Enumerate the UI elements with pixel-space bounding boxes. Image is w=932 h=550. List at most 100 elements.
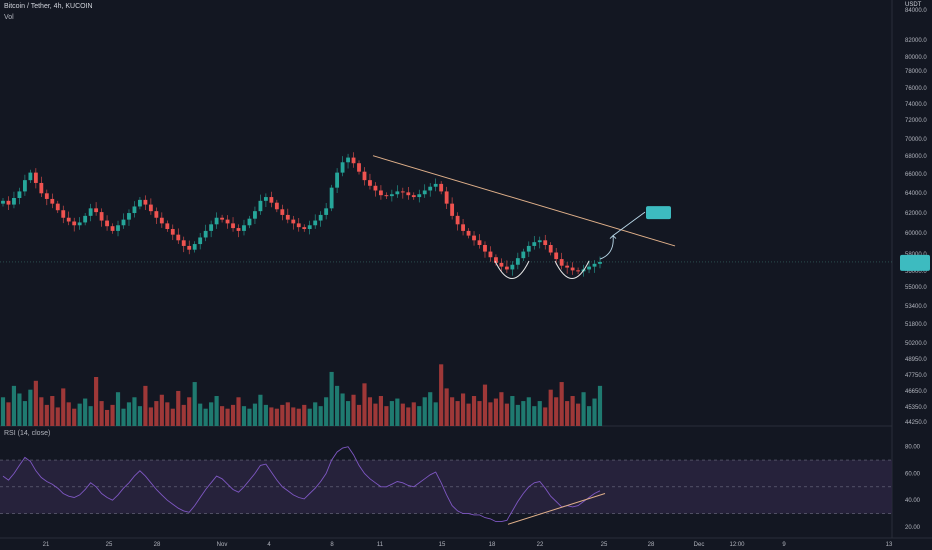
volume-bar: [110, 404, 115, 426]
volume-bars: [0, 364, 603, 426]
candle-body: [428, 186, 433, 191]
volume-tick-label: 48950.0: [905, 357, 927, 363]
volume-bar: [225, 408, 230, 426]
volume-bar: [450, 397, 455, 426]
candle-body: [181, 240, 186, 246]
volume-bar: [203, 408, 208, 426]
time-tick-label: 13: [886, 542, 893, 548]
time-tick-label: 11: [377, 542, 384, 548]
candle-body: [576, 270, 581, 272]
price-tick-label: 55000.0: [905, 285, 927, 291]
volume-bar: [340, 393, 345, 426]
time-tick-label: Dec: [694, 542, 705, 548]
volume-bar: [428, 392, 433, 426]
volume-bar: [39, 397, 44, 426]
volume-bar: [367, 397, 373, 426]
candle-body: [444, 191, 449, 204]
volume-bar: [181, 404, 186, 426]
volume-bar: [345, 401, 351, 426]
candle-body: [455, 215, 460, 225]
rsi-label[interactable]: RSI (14, close): [4, 430, 51, 437]
candle-body: [296, 223, 301, 228]
candle-body: [88, 208, 93, 216]
candle-body: [263, 197, 268, 201]
candle-body: [368, 180, 372, 186]
price-tick-label: 80000.0: [905, 55, 927, 61]
candle-body: [411, 195, 416, 198]
candle-body: [526, 245, 531, 252]
drawings[interactable]: [372, 155, 676, 280]
candle-body: [379, 190, 383, 196]
candle-body: [422, 190, 427, 195]
candle-body: [253, 211, 257, 219]
time-axis[interactable]: 21 25 28 Nov 4 8 11 15 18 22 25 28 Dec 12:00 9 13: [43, 542, 893, 548]
candle-body: [291, 219, 296, 224]
candle-body: [543, 240, 548, 245]
volume-bar: [66, 402, 71, 426]
volume-bar: [324, 397, 329, 426]
volume-bar: [72, 408, 77, 426]
price-axis[interactable]: 84000.0 82000.0 80000.0 78000.0 76000.0 74000…: [900, 8, 930, 531]
volume-bar: [274, 408, 279, 426]
volume-bar: [252, 403, 258, 426]
candle-body: [384, 195, 389, 197]
candle-body: [165, 223, 170, 230]
volume-bar: [209, 402, 214, 426]
volume-bar: [444, 388, 449, 426]
candle-body: [450, 203, 455, 216]
time-tick-label: 22: [537, 542, 544, 548]
candle-body: [340, 162, 345, 173]
candle-body: [231, 223, 235, 229]
candle-body: [313, 220, 318, 226]
volume-bar: [126, 402, 132, 426]
candle-body: [12, 198, 16, 205]
price-tick-label: 74000.0: [905, 102, 927, 108]
volume-bar: [307, 408, 312, 426]
rsi-tick-label: 80.00: [905, 445, 921, 451]
price-tick-label: 84000.0: [905, 8, 927, 14]
candle-body: [121, 219, 126, 226]
candle-body: [389, 194, 394, 197]
currency-label: USDT: [905, 2, 922, 8]
candle-body: [302, 227, 307, 230]
volume-tick-label: 51800.0: [905, 322, 927, 328]
candle-body: [373, 185, 378, 191]
rsi-trendline: [507, 493, 606, 525]
volume-bar: [50, 396, 55, 426]
pattern-arc: [494, 260, 530, 280]
time-tick-label: Nov: [217, 542, 228, 548]
candle-body: [242, 225, 246, 231]
candle-body: [477, 240, 482, 245]
volume-bar: [433, 402, 438, 426]
symbol-title[interactable]: Bitcoin / Tether, 4h, KUCOIN: [4, 3, 93, 10]
price-tick-label: 62000.0: [905, 211, 927, 217]
volume-bar: [422, 397, 427, 426]
candle-body: [406, 192, 411, 196]
volume-bar: [466, 403, 471, 426]
volume-bar: [137, 406, 143, 426]
volume-bar: [570, 396, 575, 426]
volume-bar: [532, 406, 537, 426]
volume-bar: [576, 403, 581, 426]
candle-body: [198, 237, 203, 245]
candle-body: [570, 267, 575, 271]
candle-body: [335, 172, 340, 188]
volume-bar: [0, 397, 6, 426]
volume-bar: [455, 401, 460, 426]
candle-body: [472, 235, 476, 241]
candle-body: [433, 183, 438, 187]
volume-bar: [148, 407, 153, 426]
candle-body: [192, 244, 197, 250]
volume-bar: [220, 406, 225, 426]
candle-body: [1, 200, 5, 204]
volume-bar: [17, 393, 22, 426]
candle-body: [33, 172, 38, 183]
volume-tick-label: 47750.0: [905, 373, 927, 379]
candle-body: [439, 183, 444, 192]
candle-body: [504, 266, 509, 270]
volume-label[interactable]: Vol: [4, 14, 14, 21]
price-candles: [1, 152, 602, 277]
candle-body: [94, 208, 99, 213]
volume-bar: [230, 404, 236, 426]
